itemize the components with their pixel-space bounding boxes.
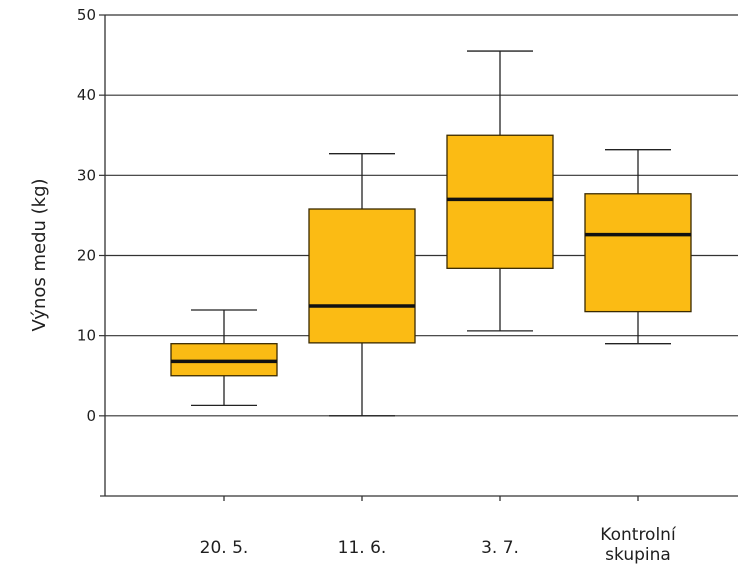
box-group [584, 149, 692, 345]
x-category-label: 11. 6. [338, 538, 387, 558]
iqr-box [308, 208, 416, 344]
x-category-label: skupina [605, 545, 671, 565]
y-axis-title: Výnos medu (kg) [29, 178, 50, 331]
iqr-box [584, 193, 692, 313]
y-tick-label: 30 [77, 166, 96, 184]
grid-lines [105, 14, 738, 417]
x-category-label: Kontrolní [600, 525, 677, 545]
boxes [170, 50, 692, 417]
box-group [170, 309, 278, 407]
y-tick-label: 20 [77, 247, 96, 265]
iqr-box [446, 134, 554, 269]
x-category-label: 3. 7. [481, 538, 519, 558]
axes [99, 14, 738, 501]
y-tick-label: 50 [77, 6, 96, 24]
y-tick-label: 10 [77, 327, 96, 345]
box-group [446, 50, 554, 332]
box-group [308, 153, 416, 417]
y-tick-label: 40 [77, 86, 96, 104]
labels: 0 10 20 30 40 50 20. 5. 11. 6. 3. 7. Kontrolnísku… [77, 6, 677, 565]
x-category-label: 20. 5. [200, 538, 249, 558]
y-tick-label: 0 [86, 407, 96, 425]
